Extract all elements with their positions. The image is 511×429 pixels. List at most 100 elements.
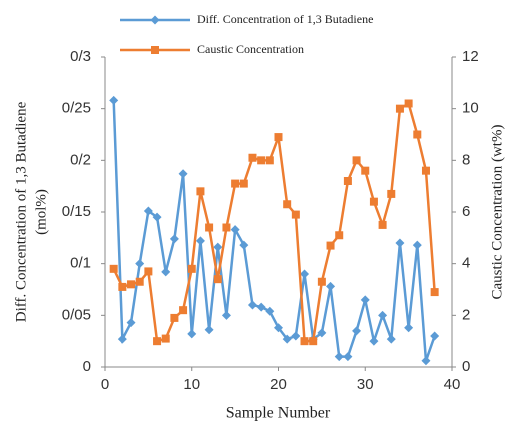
- data-point: [309, 337, 318, 346]
- data-point: [195, 236, 205, 246]
- data-point: [265, 156, 274, 165]
- data-point: [169, 234, 179, 244]
- x-tick-label: 40: [444, 376, 461, 393]
- y2-tick-label: 10: [462, 100, 479, 117]
- data-point: [126, 318, 136, 328]
- y2-tick-label: 0: [462, 358, 470, 375]
- data-point: [404, 99, 413, 108]
- data-point: [256, 302, 266, 312]
- data-point: [317, 277, 326, 286]
- data-point: [222, 223, 231, 232]
- y2-tick-label: 12: [462, 48, 479, 65]
- data-point: [334, 352, 344, 362]
- data-point: [213, 242, 223, 252]
- data-point: [178, 169, 188, 179]
- series-line: [112, 100, 436, 362]
- data-point: [187, 329, 197, 339]
- data-point: [161, 267, 171, 277]
- data-point: [282, 334, 292, 344]
- x-tick-label: 0: [101, 376, 109, 393]
- data-point: [213, 275, 222, 284]
- data-point: [265, 306, 275, 316]
- data-point: [109, 264, 118, 273]
- data-point: [221, 310, 231, 320]
- x-tick-label: 30: [357, 376, 374, 393]
- y2-axis-label: Caustic Concentration (wt%): [489, 125, 505, 300]
- data-point: [109, 95, 119, 105]
- data-point: [161, 334, 170, 343]
- data-point: [378, 310, 388, 320]
- data-point: [153, 337, 162, 346]
- data-point: [117, 334, 127, 344]
- data-point: [135, 259, 145, 269]
- x-tick-label: 20: [270, 376, 287, 393]
- y2-tick-label: 6: [462, 203, 470, 220]
- data-point: [231, 179, 240, 188]
- data-point: [127, 280, 136, 289]
- data-point: [291, 331, 301, 341]
- data-point: [421, 356, 431, 366]
- y-tick-label: 0/3: [70, 48, 91, 65]
- legend-marker: [151, 46, 159, 54]
- data-point: [300, 269, 310, 279]
- y-tick-label: 0: [83, 358, 91, 375]
- y2-tick-label: 4: [462, 255, 470, 272]
- data-point: [187, 264, 196, 273]
- data-point: [369, 197, 378, 206]
- data-point: [248, 153, 257, 162]
- data-point: [352, 156, 361, 165]
- y-axis-label: Diff. Concentration of 1,3 Butadiene: [13, 101, 29, 322]
- data-point: [369, 336, 379, 346]
- data-point: [196, 187, 205, 196]
- data-point: [317, 328, 327, 338]
- data-point: [144, 267, 153, 276]
- y-axis-label: (mol%): [33, 189, 49, 235]
- data-point: [205, 223, 214, 232]
- data-point: [283, 200, 292, 209]
- data-point: [360, 295, 370, 305]
- data-point: [239, 179, 248, 188]
- data-point: [343, 177, 352, 185]
- y-tick-label: 0/15: [62, 203, 91, 220]
- y2-tick-label: 8: [462, 151, 470, 168]
- y-tick-label: 0/2: [70, 151, 91, 168]
- data-point: [170, 313, 179, 322]
- y-tick-label: 0/25: [62, 100, 91, 117]
- legend-label: Caustic Concentration: [197, 42, 304, 56]
- data-point: [404, 323, 414, 333]
- y-tick-label: 0/1: [70, 255, 91, 272]
- data-point: [361, 166, 370, 175]
- data-point: [274, 133, 283, 142]
- data-point: [274, 323, 283, 333]
- data-point: [179, 306, 188, 315]
- y-tick-label: 0/05: [62, 306, 91, 323]
- data-point: [152, 212, 162, 222]
- data-point: [378, 220, 387, 229]
- legend-marker: [150, 15, 160, 25]
- data-point: [118, 282, 127, 291]
- data-point: [230, 225, 240, 235]
- data-point: [412, 240, 422, 250]
- data-point: [239, 240, 249, 250]
- data-point: [413, 130, 422, 139]
- data-point: [395, 104, 404, 113]
- legend-label: Diff. Concentration of 1,3 Butadiene: [197, 12, 373, 26]
- data-point: [204, 325, 214, 335]
- data-point: [430, 331, 440, 341]
- x-axis-label: Sample Number: [226, 405, 331, 422]
- data-point: [386, 334, 396, 344]
- data-point: [326, 281, 336, 291]
- data-point: [143, 206, 153, 216]
- data-point: [326, 241, 335, 250]
- data-point: [352, 326, 362, 336]
- data-point: [421, 166, 430, 175]
- data-point: [387, 189, 396, 198]
- data-point: [430, 288, 439, 297]
- data-point: [395, 238, 405, 248]
- data-point: [343, 352, 353, 362]
- data-point: [300, 337, 309, 346]
- data-point: [135, 277, 144, 286]
- data-point: [335, 231, 344, 240]
